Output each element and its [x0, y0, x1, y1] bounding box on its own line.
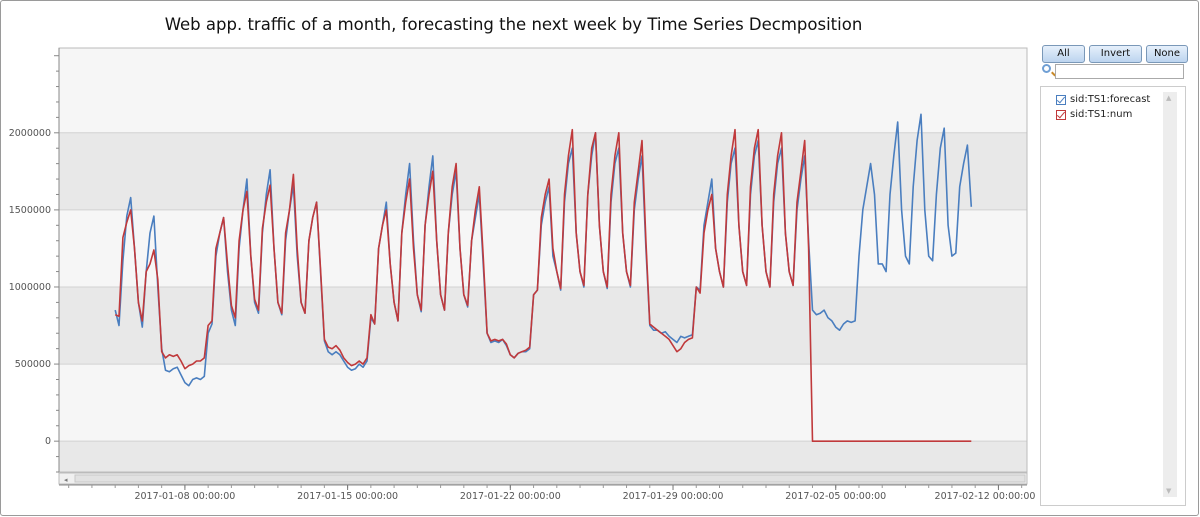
scroll-left-arrow[interactable]: ◂ [64, 476, 68, 484]
x-tick-label: 2017-01-22 00:00:00 [460, 491, 561, 502]
grid-band [59, 286, 1027, 365]
y-tick-label: 1000000 [9, 282, 51, 293]
legend-label: sid:TS1:num [1070, 109, 1133, 120]
series-line-forecast [114, 113, 973, 387]
checkbox-checked-icon[interactable] [1056, 94, 1066, 105]
search-icon [1042, 64, 1051, 73]
series-list: sid:TS1:forecast sid:TS1:num ▲ ▼ [1040, 86, 1186, 506]
legend-item-num[interactable]: sid:TS1:num [1056, 109, 1132, 120]
list-scrollbar[interactable]: ▲ ▼ [1163, 92, 1177, 497]
y-tick-label: 0 [45, 436, 51, 447]
invert-selection-button[interactable]: Invert [1089, 45, 1142, 63]
scrollbar-thumb[interactable] [74, 474, 1026, 483]
scroll-up-icon[interactable]: ▲ [1166, 94, 1172, 102]
legend-item-forecast[interactable]: sid:TS1:forecast [1056, 94, 1150, 105]
x-tick-label: 2017-01-29 00:00:00 [623, 491, 724, 502]
horizontal-scrollbar[interactable]: ◂ [58, 472, 1028, 485]
scroll-down-icon[interactable]: ▼ [1166, 487, 1172, 495]
series-search-input[interactable] [1055, 64, 1184, 79]
grid-band [59, 441, 1027, 472]
y-tick-label: 1500000 [9, 205, 51, 216]
x-tick-label: 2017-02-12 00:00:00 [935, 491, 1035, 502]
grid-band [59, 132, 1027, 210]
series-line-num [114, 128, 972, 443]
line-chart: 0 500000 1000000 1500000 2000000 2017-01-08 … [9, 47, 1035, 502]
y-tick-label: 2000000 [9, 128, 51, 139]
x-tick-label: 2017-01-15 00:00:00 [297, 491, 398, 502]
x-tick-label: 2017-01-08 00:00:00 [134, 491, 235, 502]
y-tick-label: 500000 [15, 359, 51, 370]
grid-band [59, 48, 1027, 133]
select-none-button[interactable]: None [1146, 45, 1188, 63]
legend-label: sid:TS1:forecast [1070, 94, 1151, 105]
select-all-button[interactable]: All [1042, 45, 1085, 63]
checkbox-checked-icon[interactable] [1056, 109, 1066, 120]
chart-title: Web app. traffic of a month, forecasting… [164, 15, 863, 34]
x-tick-label: 2017-02-05 00:00:00 [785, 491, 886, 502]
grid-band [59, 209, 1027, 287]
grid-band [59, 364, 1027, 442]
